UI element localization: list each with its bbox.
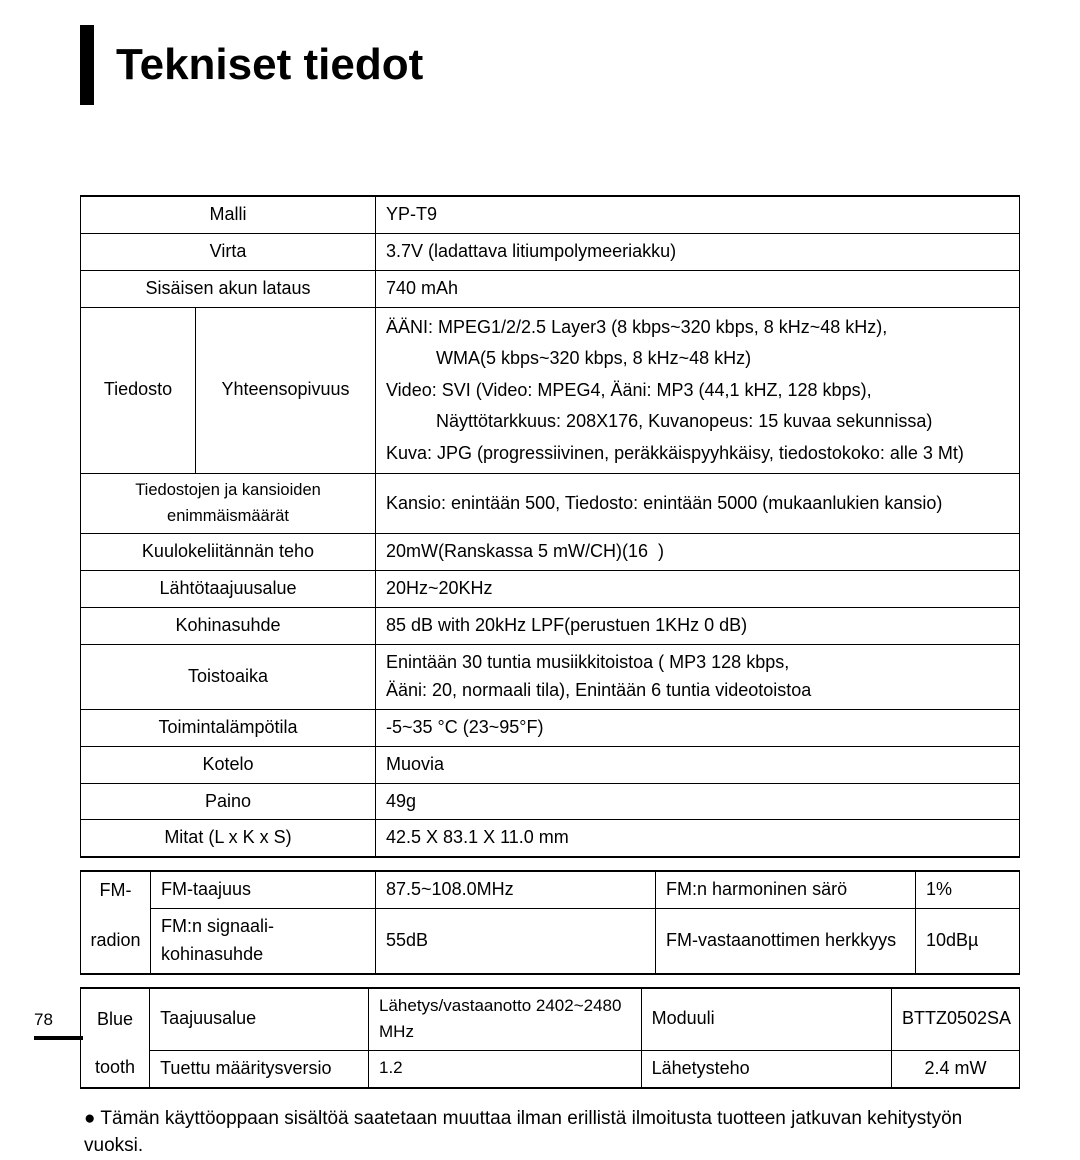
table-row: Paino 49g: [81, 783, 1020, 820]
spec-value: YP-T9: [376, 196, 1020, 233]
spec-value: Enintään 30 tuntia musiikkitoistoa ( MP3…: [376, 644, 1020, 709]
spec-label: Mitat (L x K x S): [81, 820, 376, 857]
spec-label: Virta: [81, 233, 376, 270]
spec-label: Tiedostojen ja kansioiden enimmäismäärät: [81, 474, 376, 534]
bt-group-label: tooth: [81, 1050, 150, 1087]
spec-label: Paino: [81, 783, 376, 820]
spec-value: 42.5 X 83.1 X 11.0 mm: [376, 820, 1020, 857]
spec-label: Toistoaika: [81, 644, 376, 709]
page-title: Tekniset tiedot: [116, 40, 423, 90]
toisto-line: Enintään 30 tuntia musiikkitoistoa ( MP3…: [386, 652, 789, 672]
spec-value: -5~35 °C (23~95°F): [376, 709, 1020, 746]
spec-label: Malli: [81, 196, 376, 233]
title-bar: Tekniset tiedot: [80, 25, 1020, 105]
spec-label: FM:n harmoninen särö: [656, 871, 916, 908]
spec-value: Kansio: enintään 500, Tiedosto: enintään…: [376, 474, 1020, 534]
table-row: Kotelo Muovia: [81, 746, 1020, 783]
spec-label: Tuettu määritysversio: [150, 1050, 369, 1087]
compat-line: WMA(5 kbps~320 kbps, 8 kHz~48 kHz): [386, 348, 751, 368]
spec-value: 87.5~108.0MHz: [376, 871, 656, 908]
spec-value: 1%: [916, 871, 1020, 908]
toisto-line: Ääni: 20, normaali tila), Enintään 6 tun…: [386, 680, 811, 700]
table-row: Sisäisen akun lataus 740 mAh: [81, 270, 1020, 307]
spec-label: Sisäisen akun lataus: [81, 270, 376, 307]
spec-value: 20Hz~20KHz: [376, 571, 1020, 608]
compat-line: Näyttötarkkuus: 208X176, Kuvanopeus: 15 …: [386, 411, 932, 431]
table-row: Kohinasuhde 85 dB with 20kHz LPF(perustu…: [81, 608, 1020, 645]
compat-line: ÄÄNI: MPEG1/2/2.5 Layer3 (8 kbps~320 kbp…: [386, 317, 887, 337]
table-row: Blue Taajuusalue Lähetys/vastaanotto 240…: [81, 988, 1020, 1050]
table-row: radion FM:n signaali-kohinasuhde 55dB FM…: [81, 909, 1020, 974]
specs-table-main: Malli YP-T9 Virta 3.7V (ladattava litium…: [80, 195, 1020, 858]
page-number: 78: [34, 1010, 83, 1040]
spec-value: 20mW(Ranskassa 5 mW/CH)(16 ): [376, 534, 1020, 571]
spec-value: Muovia: [376, 746, 1020, 783]
spec-value: 2.4 mW: [891, 1050, 1019, 1087]
spec-value: BTTZ0502SA: [891, 988, 1019, 1050]
footnote: ● Tämän käyttöoppaan sisältöä saatetaan …: [80, 1105, 1020, 1160]
bt-group-label: Blue: [81, 988, 150, 1050]
spec-value: 10dBµ: [916, 909, 1020, 974]
spec-label: Toimintalämpötila: [81, 709, 376, 746]
table-row: Virta 3.7V (ladattava litiumpolymeeriakk…: [81, 233, 1020, 270]
fm-group-label: FM-: [81, 871, 151, 908]
spec-value: 49g: [376, 783, 1020, 820]
table-row: Tiedostojen ja kansioiden enimmäismäärät…: [81, 474, 1020, 534]
compat-line: Video: SVI (Video: MPEG4, Ääni: MP3 (44,…: [386, 380, 872, 400]
spec-label: Kuulokeliitännän teho: [81, 534, 376, 571]
table-row: Malli YP-T9: [81, 196, 1020, 233]
spec-label: FM:n signaali-kohinasuhde: [151, 909, 376, 974]
table-row: Toimintalämpötila -5~35 °C (23~95°F): [81, 709, 1020, 746]
spec-sub-label: Yhteensopivuus: [196, 307, 376, 474]
spec-value: 85 dB with 20kHz LPF(perustuen 1KHz 0 dB…: [376, 608, 1020, 645]
spec-group-label: Tiedosto: [81, 307, 196, 474]
spec-label: Kotelo: [81, 746, 376, 783]
table-row: Kuulokeliitännän teho 20mW(Ranskassa 5 m…: [81, 534, 1020, 571]
table-row: FM- FM-taajuus 87.5~108.0MHz FM:n harmon…: [81, 871, 1020, 908]
spec-label: FM-taajuus: [151, 871, 376, 908]
spec-value: 55dB: [376, 909, 656, 974]
spec-label: Lähtötaajuusalue: [81, 571, 376, 608]
spec-value: 740 mAh: [376, 270, 1020, 307]
spec-value: Lähetys/vastaanotto 2402~2480 MHz: [369, 988, 642, 1050]
spec-value: ÄÄNI: MPEG1/2/2.5 Layer3 (8 kbps~320 kbp…: [376, 307, 1020, 474]
spec-label: Moduuli: [641, 988, 891, 1050]
spec-value: 1.2: [369, 1050, 642, 1087]
table-row: Mitat (L x K x S) 42.5 X 83.1 X 11.0 mm: [81, 820, 1020, 857]
spec-label: Kohinasuhde: [81, 608, 376, 645]
spec-value: 3.7V (ladattava litiumpolymeeriakku): [376, 233, 1020, 270]
table-row: Tiedosto Yhteensopivuus ÄÄNI: MPEG1/2/2.…: [81, 307, 1020, 474]
specs-table-fm: FM- FM-taajuus 87.5~108.0MHz FM:n harmon…: [80, 870, 1020, 975]
table-row: tooth Tuettu määritysversio 1.2 Lähetyst…: [81, 1050, 1020, 1087]
table-row: Toistoaika Enintään 30 tuntia musiikkito…: [81, 644, 1020, 709]
fm-group-label: radion: [81, 909, 151, 974]
spec-label: FM-vastaanottimen herkkyys: [656, 909, 916, 974]
spec-label: Taajuusalue: [150, 988, 369, 1050]
compat-line: Kuva: JPG (progressiivinen, peräkkäispyy…: [386, 443, 964, 463]
specs-table-bluetooth: Blue Taajuusalue Lähetys/vastaanotto 240…: [80, 987, 1020, 1089]
spec-label: Lähetysteho: [641, 1050, 891, 1087]
table-row: Lähtötaajuusalue 20Hz~20KHz: [81, 571, 1020, 608]
